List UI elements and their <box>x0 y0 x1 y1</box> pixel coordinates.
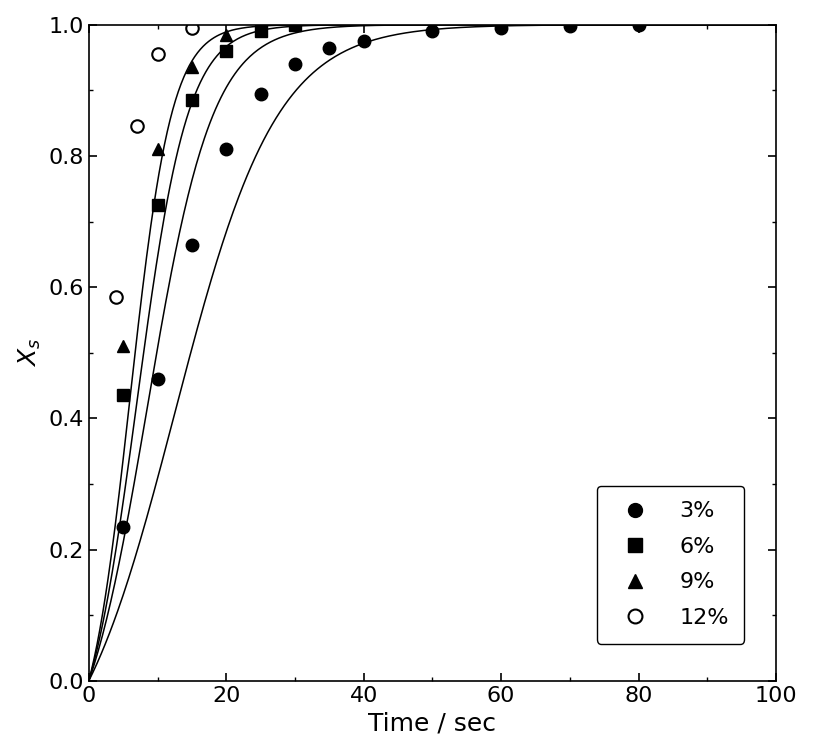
Y-axis label: $X_s$: $X_s$ <box>16 338 43 367</box>
Legend: 3%, 6%, 9%, 12%: 3%, 6%, 9%, 12% <box>597 486 744 644</box>
X-axis label: Time / sec: Time / sec <box>369 711 497 735</box>
